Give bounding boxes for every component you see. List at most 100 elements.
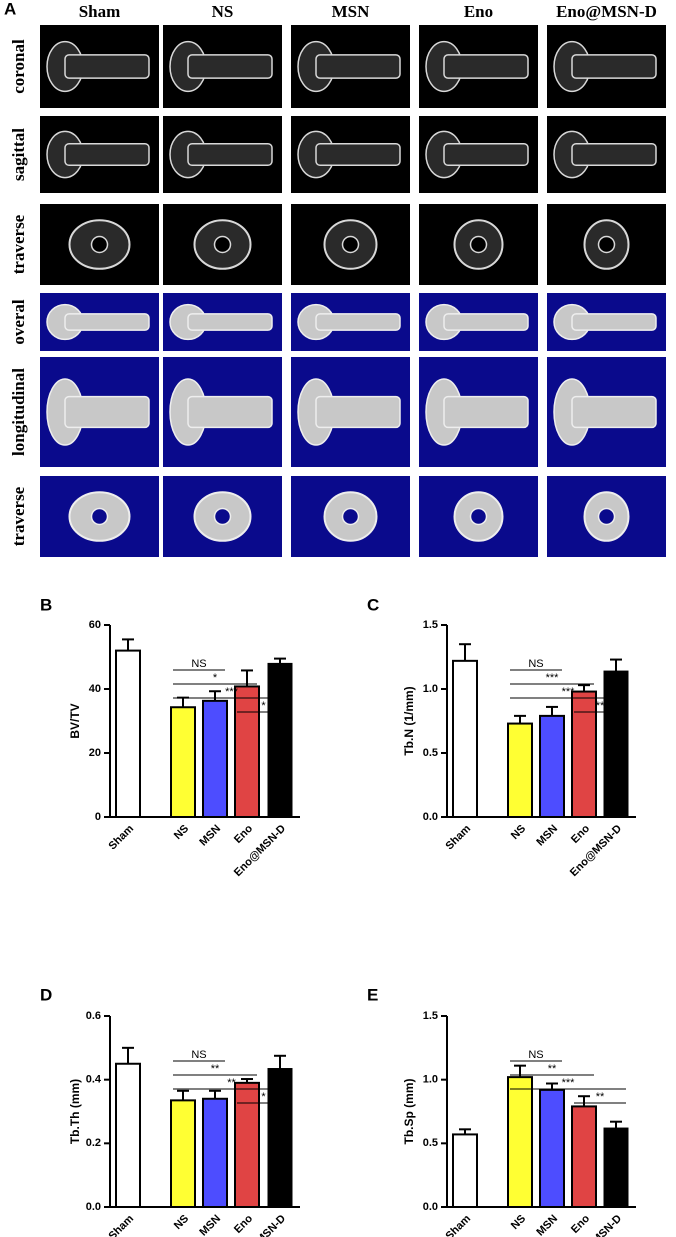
bar	[571, 690, 597, 818]
y-tick-label: 0.4	[86, 1074, 102, 1086]
significance-label: NS	[528, 658, 543, 670]
y-tick-label: 0.0	[423, 1201, 438, 1213]
panel-label: E	[367, 985, 378, 1004]
y-tick-label: 0.5	[423, 747, 438, 759]
bar	[234, 1081, 260, 1208]
significance-label: ***	[225, 686, 239, 698]
x-tick-label: Sham	[443, 1213, 473, 1237]
y-tick-label: 40	[89, 683, 101, 695]
significance-label: ***	[546, 672, 560, 684]
marrow	[213, 235, 232, 254]
row-label: overal	[9, 299, 28, 345]
bar	[170, 706, 196, 818]
significance-label: *	[261, 700, 266, 712]
panel-label: B	[40, 595, 52, 614]
bar	[267, 1068, 293, 1208]
bone-shaft	[443, 142, 529, 167]
bone-shaft	[64, 54, 150, 79]
significance-label: **	[211, 1063, 220, 1075]
column-header: Eno@MSN-D	[556, 2, 657, 21]
bone-shaft	[571, 395, 657, 429]
significance-label: ***	[562, 686, 576, 698]
y-axis-label: Tb.Sp (mm)	[402, 1079, 416, 1145]
bone-shaft	[64, 395, 150, 429]
bone-shaft	[187, 313, 273, 331]
panel-label: D	[40, 985, 52, 1004]
bar	[267, 662, 293, 818]
marrow	[469, 507, 488, 526]
y-tick-label: 60	[89, 619, 101, 631]
y-tick-label: 0.0	[423, 811, 438, 823]
significance-label: NS	[191, 658, 206, 670]
bar	[202, 699, 228, 819]
bone-shaft	[443, 395, 529, 429]
y-axis-label: Tb.N (1/mm)	[402, 686, 416, 755]
bone-shaft	[187, 142, 273, 167]
significance-label: **	[596, 700, 605, 712]
bar	[234, 685, 260, 818]
row-label: sagittal	[9, 128, 28, 181]
y-tick-label: 1.0	[423, 683, 438, 695]
bar	[115, 649, 141, 818]
x-tick-label: Eno	[569, 822, 592, 845]
column-header: Eno	[464, 2, 493, 21]
bar	[539, 1088, 565, 1209]
bar	[571, 1105, 597, 1208]
x-tick-label: NS	[172, 1213, 191, 1232]
y-tick-label: 1.0	[423, 1074, 438, 1086]
bone-shaft	[187, 54, 273, 79]
bar	[539, 714, 565, 819]
significance-label: NS	[528, 1049, 543, 1061]
bar	[603, 1127, 629, 1208]
row-label: traverse	[9, 214, 28, 274]
significance-label: **	[227, 1077, 236, 1089]
column-header: Sham	[79, 2, 121, 21]
row-label: traverse	[9, 486, 28, 546]
significance-label: ***	[562, 1077, 576, 1089]
y-tick-label: 0	[95, 811, 101, 823]
row-label: coronal	[9, 39, 28, 94]
y-tick-label: 0.2	[86, 1137, 101, 1149]
bar	[202, 1097, 228, 1209]
marrow	[469, 235, 488, 254]
y-tick-label: 0.0	[86, 1201, 101, 1213]
significance-label: *	[213, 672, 218, 684]
bone-shaft	[315, 142, 401, 167]
bar	[507, 722, 533, 818]
bone-shaft	[315, 313, 401, 331]
significance-label: NS	[191, 1049, 206, 1061]
x-tick-label: Sham	[106, 1213, 136, 1237]
bone-shaft	[64, 313, 150, 331]
bar	[452, 659, 478, 819]
column-header: NS	[212, 2, 234, 21]
x-tick-label: Eno	[569, 1212, 592, 1235]
x-tick-label: MSN	[197, 823, 223, 849]
bone-shaft	[315, 395, 401, 429]
bar	[452, 1133, 478, 1209]
bone-shaft	[571, 142, 657, 167]
y-tick-label: 20	[89, 747, 101, 759]
x-tick-label: NS	[509, 1213, 528, 1232]
panel-label: C	[367, 595, 379, 614]
bone-shaft	[443, 54, 529, 79]
x-tick-label: MSN	[534, 1213, 560, 1237]
marrow	[90, 507, 109, 526]
marrow	[213, 507, 232, 526]
bone-shaft	[571, 54, 657, 79]
significance-label: **	[596, 1091, 605, 1103]
x-tick-label: Eno	[232, 1212, 255, 1235]
y-tick-label: 0.5	[423, 1137, 438, 1149]
x-tick-label: MSN	[197, 1213, 223, 1237]
row-label: longitudinal	[9, 368, 28, 456]
bone-shaft	[315, 54, 401, 79]
bar	[115, 1062, 141, 1208]
x-tick-label: Eno	[232, 822, 255, 845]
bar	[603, 670, 629, 818]
bone-shaft	[187, 395, 273, 429]
marrow	[341, 235, 360, 254]
bone-shaft	[443, 313, 529, 331]
y-axis-label: Tb.Th (mm)	[68, 1079, 82, 1144]
bar	[507, 1076, 533, 1208]
